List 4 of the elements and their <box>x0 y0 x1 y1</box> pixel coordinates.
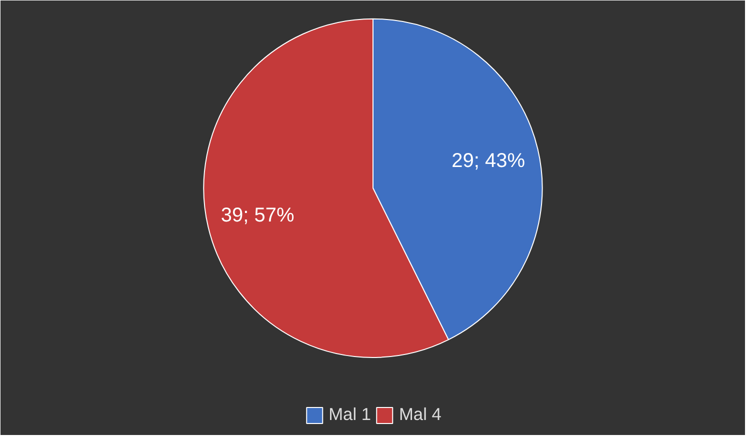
legend-label: Mal 4 <box>399 404 442 425</box>
data-label: 39; 57% <box>220 204 295 226</box>
data-label: 29; 43% <box>452 150 526 172</box>
legend-label: Mal 1 <box>328 404 371 425</box>
